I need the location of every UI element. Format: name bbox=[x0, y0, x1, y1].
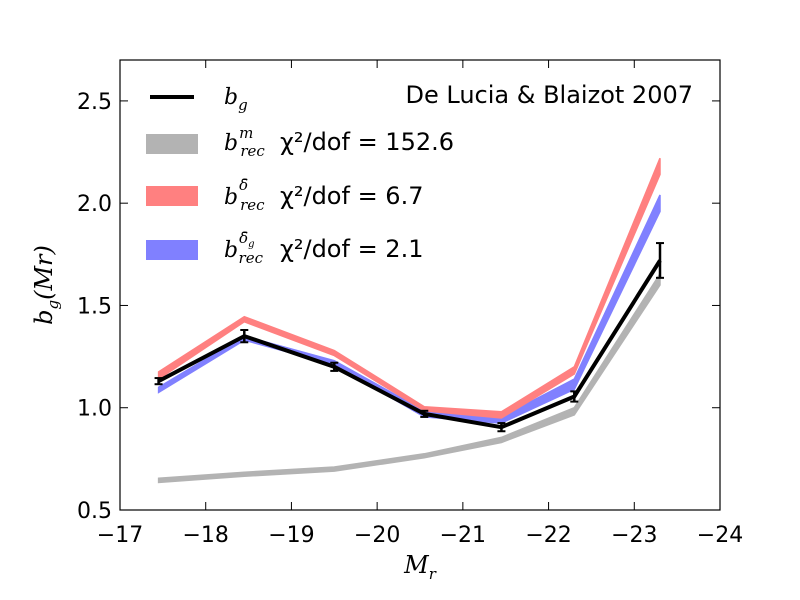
legend-label-brec-m: bm rec bbox=[224, 124, 265, 160]
legend-label-bg: bg bbox=[224, 85, 248, 114]
x-tick-label: −17 bbox=[97, 523, 143, 548]
x-tick-label: −24 bbox=[697, 523, 743, 548]
ticks-layer: −17 −18 −19 −20 −21 −22 −23 −24 0.5 1.0 1.5 2.0 2.5 bbox=[77, 60, 743, 548]
bg-line-layer bbox=[154, 242, 664, 433]
legend-chi2-brec-deltag: χ²/dof = 2.1 bbox=[280, 235, 423, 263]
bg-errorbar bbox=[420, 409, 429, 418]
band-brec-deltag bbox=[157, 194, 661, 424]
legend-swatch-brec-deltag bbox=[146, 240, 198, 260]
y-tick-label: 1.0 bbox=[77, 397, 112, 422]
legend-label-brec-deltag: bδ̄g rec bbox=[224, 229, 264, 267]
legend-swatch-brec-m bbox=[146, 134, 198, 154]
y-tick-label: 2.5 bbox=[77, 90, 112, 115]
legend-label-brec-delta: bδ̄ rec bbox=[224, 176, 265, 214]
y-tick-label: 2.0 bbox=[77, 192, 112, 217]
x-tick-label: −20 bbox=[354, 523, 400, 548]
plot-frame bbox=[119, 59, 721, 511]
x-tick-label: −21 bbox=[440, 523, 486, 548]
band-brec-delta bbox=[157, 157, 661, 419]
bg-errorbar bbox=[154, 377, 163, 386]
bg-errorbar bbox=[656, 242, 664, 279]
annotation-text: De Lucia & Blaizot 2007 bbox=[406, 81, 693, 109]
bg-errorbar bbox=[240, 329, 249, 344]
x-tick-label: −22 bbox=[525, 523, 571, 548]
bg-errorbar bbox=[570, 390, 579, 403]
x-axis-label: Mr bbox=[403, 551, 437, 583]
bg-errorbar bbox=[330, 361, 339, 372]
x-tick-label: −19 bbox=[268, 523, 314, 548]
legend-chi2-brec-m: χ²/dof = 152.6 bbox=[280, 128, 454, 156]
x-tick-label: −23 bbox=[611, 523, 657, 548]
band-brec-m bbox=[157, 271, 661, 484]
y-axis-label: bg(Mr) bbox=[30, 245, 62, 325]
legend-chi2-brec-delta: χ²/dof = 6.7 bbox=[280, 182, 423, 210]
y-tick-label: 1.5 bbox=[77, 294, 112, 319]
bg-errorbar bbox=[497, 422, 506, 433]
y-tick-label: 0.5 bbox=[77, 499, 112, 524]
legend: bg bm rec χ²/dof = 152.6 bδ̄ rec χ²/dof = … bbox=[146, 85, 454, 267]
x-tick-label: −18 bbox=[182, 523, 228, 548]
legend-swatch-brec-delta bbox=[146, 186, 198, 206]
